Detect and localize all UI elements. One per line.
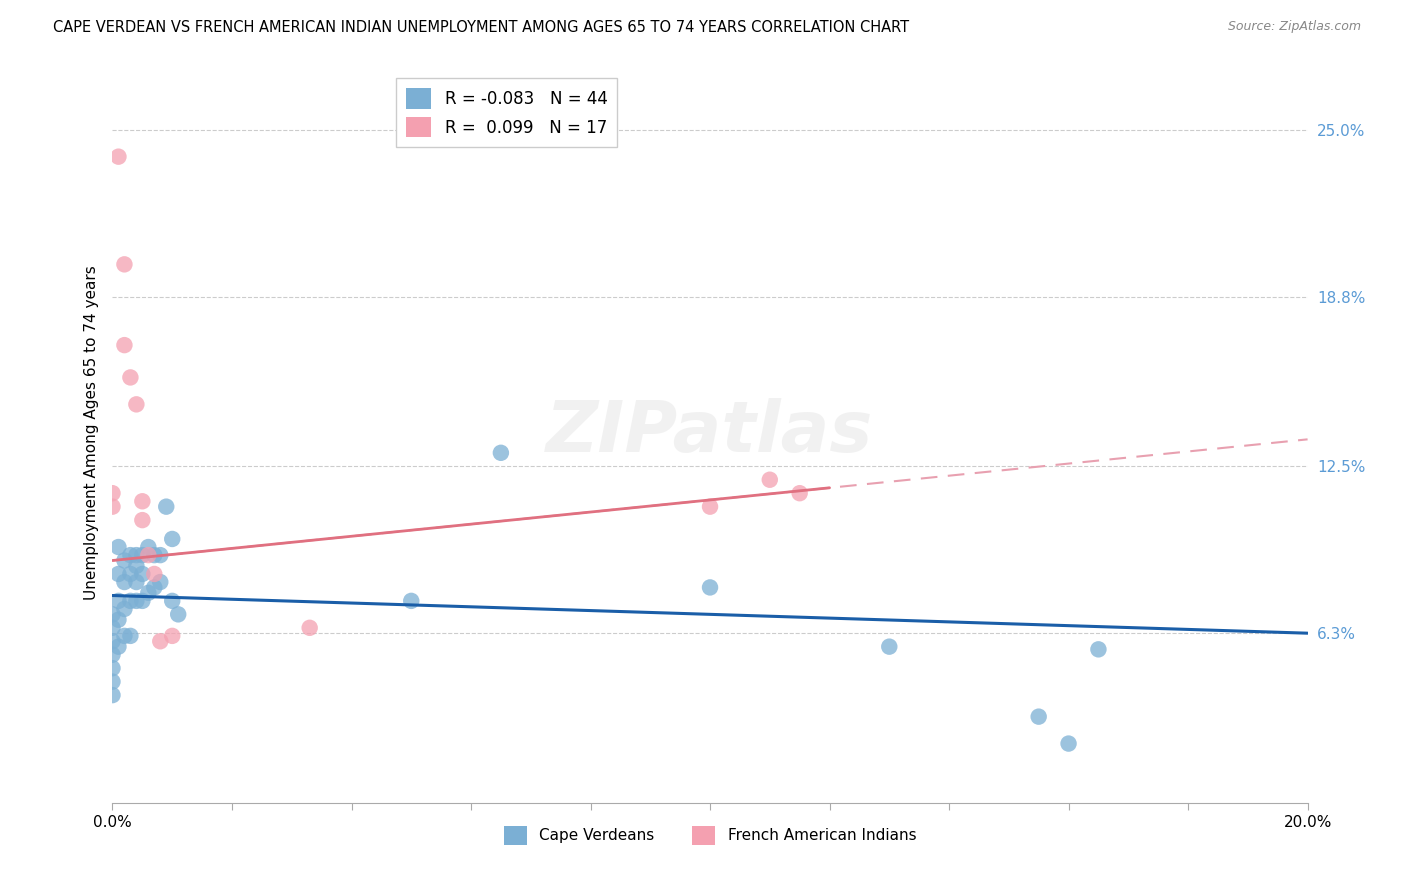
Point bbox=[120, 370, 142, 384]
Point bbox=[101, 661, 124, 675]
Point bbox=[167, 607, 190, 622]
Point bbox=[131, 548, 153, 562]
Point bbox=[101, 674, 124, 689]
Text: ZIPatlas: ZIPatlas bbox=[547, 398, 873, 467]
Point bbox=[879, 640, 901, 654]
Point bbox=[120, 566, 142, 581]
Point bbox=[143, 581, 166, 595]
Point bbox=[1087, 642, 1109, 657]
Point bbox=[131, 594, 153, 608]
Text: Source: ZipAtlas.com: Source: ZipAtlas.com bbox=[1227, 20, 1361, 33]
Point bbox=[155, 500, 177, 514]
Point bbox=[138, 540, 160, 554]
Point bbox=[107, 594, 129, 608]
Point bbox=[125, 397, 148, 411]
Point bbox=[114, 575, 135, 590]
Point bbox=[699, 500, 721, 514]
Point bbox=[114, 553, 135, 567]
Point bbox=[489, 446, 512, 460]
Point bbox=[107, 640, 129, 654]
Point bbox=[401, 594, 423, 608]
Point bbox=[107, 566, 129, 581]
Point bbox=[125, 548, 148, 562]
Point bbox=[120, 548, 142, 562]
Point bbox=[114, 629, 135, 643]
Point bbox=[125, 594, 148, 608]
Point bbox=[138, 548, 160, 562]
Point bbox=[131, 494, 153, 508]
Point bbox=[125, 575, 148, 590]
Point bbox=[138, 586, 160, 600]
Point bbox=[107, 150, 129, 164]
Point bbox=[131, 566, 153, 581]
Point bbox=[131, 513, 153, 527]
Point bbox=[101, 621, 124, 635]
Point bbox=[789, 486, 811, 500]
Point bbox=[101, 688, 124, 702]
Point bbox=[699, 581, 721, 595]
Point bbox=[101, 500, 124, 514]
Point bbox=[162, 594, 183, 608]
Text: CAPE VERDEAN VS FRENCH AMERICAN INDIAN UNEMPLOYMENT AMONG AGES 65 TO 74 YEARS CO: CAPE VERDEAN VS FRENCH AMERICAN INDIAN U… bbox=[53, 20, 910, 35]
Point bbox=[1028, 709, 1050, 723]
Point bbox=[101, 607, 124, 622]
Point bbox=[125, 558, 148, 573]
Point bbox=[1057, 737, 1080, 751]
Point bbox=[162, 629, 183, 643]
Point bbox=[114, 602, 135, 616]
Point bbox=[107, 613, 129, 627]
Point bbox=[143, 548, 166, 562]
Point bbox=[149, 575, 172, 590]
Point bbox=[149, 548, 172, 562]
Point bbox=[101, 634, 124, 648]
Point bbox=[107, 540, 129, 554]
Point bbox=[120, 594, 142, 608]
Point bbox=[114, 338, 135, 352]
Point bbox=[101, 486, 124, 500]
Y-axis label: Unemployment Among Ages 65 to 74 years: Unemployment Among Ages 65 to 74 years bbox=[83, 265, 98, 600]
Point bbox=[759, 473, 782, 487]
Point bbox=[162, 532, 183, 546]
Point bbox=[298, 621, 321, 635]
Legend: Cape Verdeans, French American Indians: Cape Verdeans, French American Indians bbox=[498, 820, 922, 851]
Point bbox=[143, 566, 166, 581]
Point bbox=[149, 634, 172, 648]
Point bbox=[120, 629, 142, 643]
Point bbox=[101, 648, 124, 662]
Point bbox=[114, 257, 135, 271]
